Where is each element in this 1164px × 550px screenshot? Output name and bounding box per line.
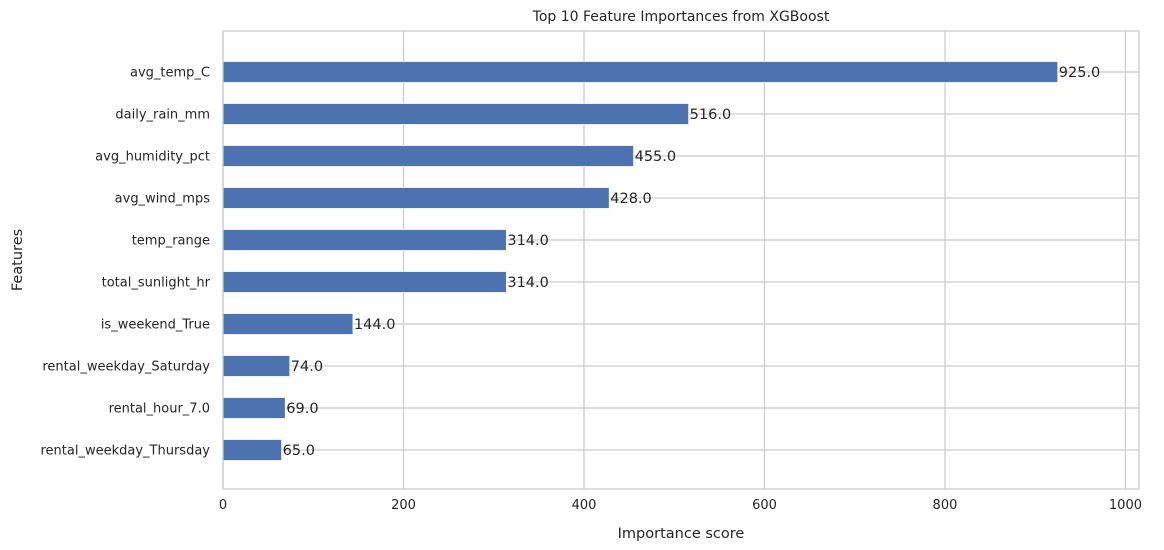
bar	[222, 103, 690, 125]
bar	[222, 145, 635, 167]
bar-value-label: 925.0	[1059, 65, 1101, 81]
grid	[222, 31, 1139, 489]
x-tick-label: 600	[752, 498, 777, 513]
bar	[222, 397, 286, 419]
x-tick-labels: 0 200 400 600 800 1000	[219, 498, 1142, 513]
y-tick-label: rental_weekday_Saturday	[42, 360, 210, 375]
bar-value-label: 65.0	[283, 443, 315, 459]
bar	[222, 187, 610, 209]
y-tick-label: avg_humidity_pct	[95, 150, 210, 165]
bar-value-label: 428.0	[610, 191, 652, 207]
y-tick-label: rental_hour_7.0	[109, 402, 210, 417]
plot-frame	[222, 30, 1140, 490]
bar	[222, 439, 283, 461]
bar-value-label: 69.0	[286, 401, 318, 417]
y-tick-label: avg_temp_C	[130, 66, 210, 81]
bar	[222, 229, 507, 251]
x-axis-label: Importance score	[618, 526, 745, 542]
bar	[222, 355, 291, 377]
x-tick-label: 400	[572, 498, 597, 513]
y-axis-label: Features	[10, 229, 26, 291]
bar-value-label: 74.0	[291, 359, 323, 375]
chart-title: Top 10 Feature Importances from XGBoost	[532, 9, 830, 25]
y-tick-label: rental_weekday_Thursday	[41, 444, 211, 459]
bar-value-label: 455.0	[635, 149, 677, 165]
x-tick-label: 800	[933, 498, 958, 513]
x-tick-label: 1000	[1109, 498, 1142, 513]
x-tick-label: 0	[219, 498, 227, 513]
bar-value-label: 314.0	[507, 233, 549, 249]
x-tick-label: 200	[391, 498, 416, 513]
y-tick-labels: avg_temp_C daily_rain_mm avg_humidity_pcta…	[41, 66, 211, 459]
data-labels: 925.0 516.0 455.0 428.0 314.0 314.0 144.0 74.0 6…	[283, 65, 1101, 459]
y-tick-label: daily_rain_mm	[115, 108, 210, 123]
bar	[222, 271, 507, 293]
bar	[222, 313, 354, 335]
bar-value-label: 144.0	[354, 317, 396, 333]
y-tick-label: is_weekend_True	[101, 318, 210, 333]
y-tick-label: temp_range	[132, 234, 210, 249]
bars	[222, 61, 1059, 461]
bar-value-label: 314.0	[507, 275, 549, 291]
bar	[222, 61, 1059, 83]
y-tick-label: avg_wind_mps	[115, 192, 211, 207]
bar-value-label: 516.0	[690, 107, 732, 123]
y-tick-label: total_sunlight_hr	[102, 276, 211, 291]
